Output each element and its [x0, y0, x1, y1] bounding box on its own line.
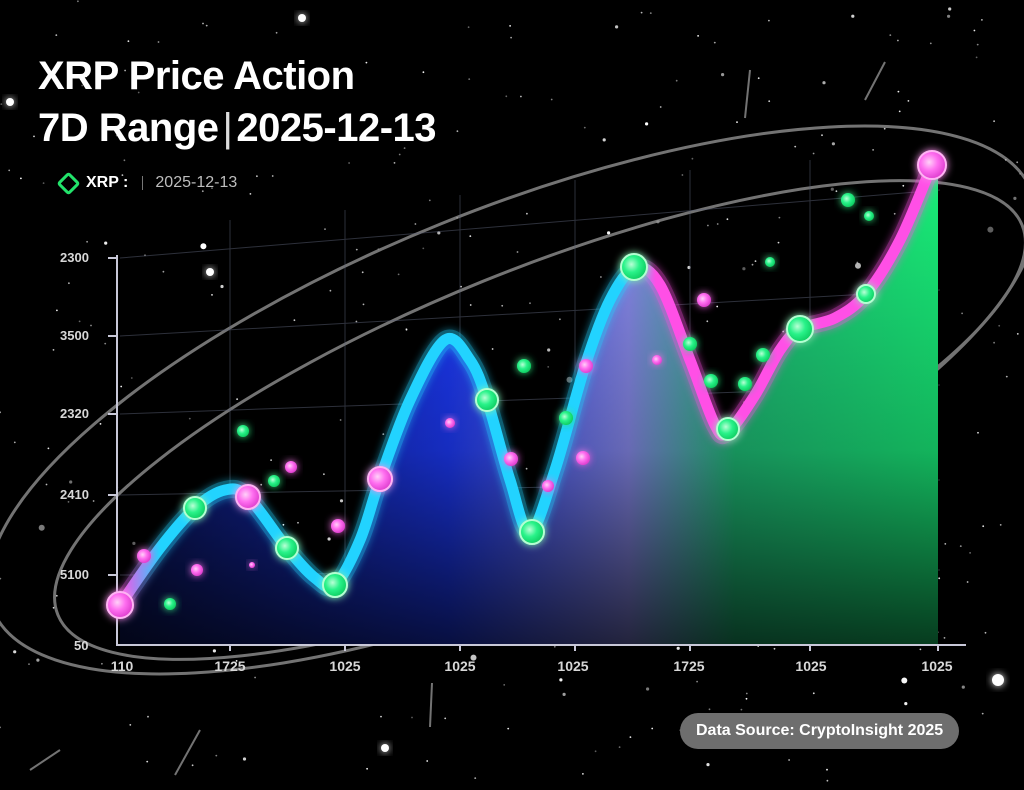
x-tick-label: 1025 — [557, 658, 589, 674]
y-tick-label: 2410 — [60, 487, 89, 502]
y-tick-label: 2320 — [60, 406, 89, 421]
title-range: 7D Range — [38, 106, 219, 150]
x-tick-label: 1025 — [444, 658, 476, 674]
pink-data-point — [917, 150, 947, 180]
price-area-shade — [120, 165, 938, 645]
diamond-outline-icon — [56, 170, 81, 196]
title-line-2: 7D Range | 2025-12-13 — [38, 102, 436, 154]
x-tick-label: 110 — [110, 658, 134, 674]
green-data-point — [322, 572, 348, 598]
green-data-point — [237, 425, 249, 437]
green-data-point — [475, 388, 499, 412]
pink-data-point — [331, 519, 345, 533]
x-tick-label: 1725 — [214, 658, 246, 674]
x-tick-label: 1025 — [329, 658, 361, 674]
title-line-1: XRP Price Action — [38, 54, 355, 98]
legend-date: 2025-12-13 — [155, 174, 238, 191]
green-data-point — [756, 348, 770, 362]
green-data-point — [716, 417, 740, 441]
pink-data-point — [445, 418, 455, 428]
pink-data-point — [542, 480, 554, 492]
green-data-point — [517, 359, 531, 373]
legend: XRP : 2025-12-13 — [56, 170, 238, 196]
green-data-point — [683, 337, 697, 351]
pink-data-point — [106, 591, 134, 619]
pink-data-point — [367, 466, 393, 492]
y-tick-label: 3500 — [60, 328, 89, 343]
title-separator: | — [222, 106, 233, 150]
green-data-point — [183, 496, 207, 520]
green-data-point — [864, 211, 874, 221]
x-tick-label: 1025 — [921, 658, 953, 674]
green-data-point — [765, 257, 775, 267]
green-data-point — [164, 598, 176, 610]
y-tick-label: 50 — [74, 638, 89, 653]
chart-axes — [108, 255, 966, 651]
pink-data-point — [191, 564, 203, 576]
data-point-markers — [106, 150, 947, 619]
title-date: 2025-12-13 — [236, 106, 436, 150]
pink-data-point — [504, 452, 518, 466]
green-data-point — [519, 519, 545, 545]
pink-data-point — [579, 359, 593, 373]
y-tick-label: 2300 — [60, 250, 89, 265]
green-data-point — [738, 377, 752, 391]
pink-data-point — [235, 484, 261, 510]
data-source-badge: Data Source: CryptoInsight 2025 — [680, 713, 960, 749]
green-data-point — [786, 315, 814, 343]
pink-data-point — [249, 562, 255, 568]
green-data-point — [856, 284, 876, 304]
pink-data-point — [697, 293, 711, 307]
legend-divider — [142, 176, 144, 190]
scatter-dots — [137, 193, 874, 610]
chart-title: XRP Price Action 7D Range | 2025-12-13 — [38, 50, 436, 154]
pink-data-point — [652, 355, 662, 365]
x-tick-label: 1725 — [673, 658, 705, 674]
green-data-point — [841, 193, 855, 207]
legend-symbol: XRP : — [86, 174, 129, 191]
green-data-point — [620, 253, 648, 281]
green-data-point — [275, 536, 299, 560]
green-data-point — [268, 475, 280, 487]
green-data-point — [704, 374, 718, 388]
pink-data-point — [137, 549, 151, 563]
y-tick-label: 5100 — [60, 567, 89, 582]
pink-data-point — [285, 461, 297, 473]
green-data-point — [559, 411, 573, 425]
x-tick-label: 1025 — [795, 658, 827, 674]
pink-data-point — [576, 451, 590, 465]
